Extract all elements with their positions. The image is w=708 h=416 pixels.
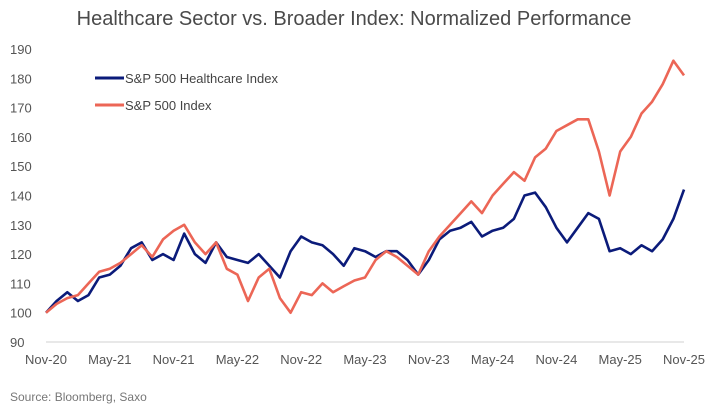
x-tick-label: Nov-20	[25, 352, 67, 367]
source-note: Source: Bloomberg, Saxo	[10, 390, 147, 404]
x-tick-label: Nov-21	[153, 352, 195, 367]
series-line-sp500	[45, 59, 686, 315]
x-tick-label: Nov-24	[535, 352, 577, 367]
series-line-healthcare	[45, 189, 686, 314]
y-tick-label: 190	[10, 42, 32, 57]
x-tick-label: May-23	[343, 352, 386, 367]
x-tick-label: Nov-23	[408, 352, 450, 367]
y-tick-label: 100	[10, 306, 32, 321]
y-tick-label: 110	[10, 276, 31, 291]
legend-label: S&P 500 Healthcare Index	[125, 71, 278, 86]
x-tick-label: May-22	[216, 352, 259, 367]
y-tick-label: 120	[10, 247, 32, 262]
y-tick-label: 180	[10, 71, 32, 86]
y-tick-label: 160	[10, 130, 32, 145]
x-tick-label: Nov-22	[280, 352, 322, 367]
x-tick-label: May-24	[471, 352, 514, 367]
x-tick-label: May-25	[599, 352, 642, 367]
chart-title: Healthcare Sector vs. Broader Index: Nor…	[76, 8, 632, 30]
y-tick-label: 140	[10, 189, 32, 204]
y-tick-label: 170	[10, 101, 32, 116]
y-tick-label: 90	[10, 335, 24, 350]
y-tick-label: 150	[10, 159, 32, 174]
y-tick-label: 130	[10, 218, 32, 233]
x-tick-label: Nov-25	[663, 352, 705, 367]
x-tick-label: May-21	[88, 352, 131, 367]
legend-label: S&P 500 Index	[125, 98, 212, 113]
